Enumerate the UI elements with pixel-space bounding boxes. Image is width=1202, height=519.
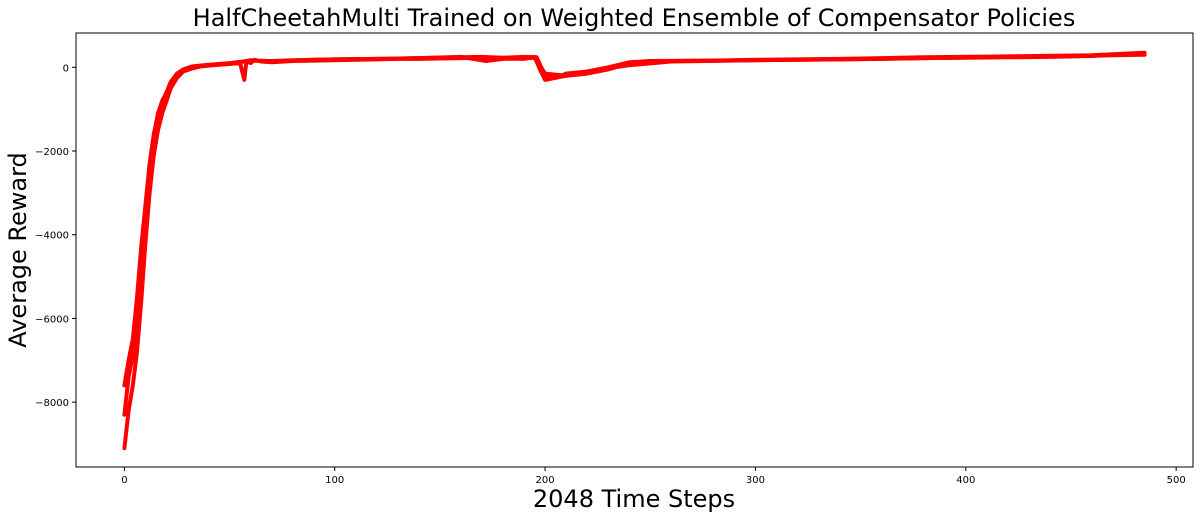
y-tick-label: −2000 bbox=[35, 147, 69, 158]
y-tick-label: 0 bbox=[63, 63, 69, 74]
series-line-1 bbox=[122, 51, 1147, 451]
x-tick-label: 300 bbox=[746, 475, 765, 486]
y-tick-label: −4000 bbox=[35, 231, 69, 242]
plot-lines bbox=[122, 50, 1147, 451]
x-tick-label: 400 bbox=[956, 475, 975, 486]
series-line-3 bbox=[122, 52, 1147, 388]
x-tick-label: 0 bbox=[121, 475, 127, 486]
chart-title: HalfCheetahMulti Trained on Weighted Ens… bbox=[193, 4, 1076, 32]
x-tick-label: 100 bbox=[325, 475, 344, 486]
x-tick-label: 200 bbox=[536, 475, 555, 486]
x-axis: 0 100 200 300 400 500 bbox=[121, 467, 1186, 486]
y-axis: −8000 −6000 −4000 −2000 0 bbox=[35, 63, 76, 409]
series-line-2 bbox=[122, 50, 1147, 417]
y-tick-label: −8000 bbox=[35, 398, 69, 409]
y-axis-label: Average Reward bbox=[4, 152, 32, 348]
x-tick-label: 500 bbox=[1167, 475, 1186, 486]
x-axis-label: 2048 Time Steps bbox=[533, 485, 735, 513]
plot-frame bbox=[75, 32, 1194, 468]
y-tick-label: −6000 bbox=[35, 314, 69, 325]
